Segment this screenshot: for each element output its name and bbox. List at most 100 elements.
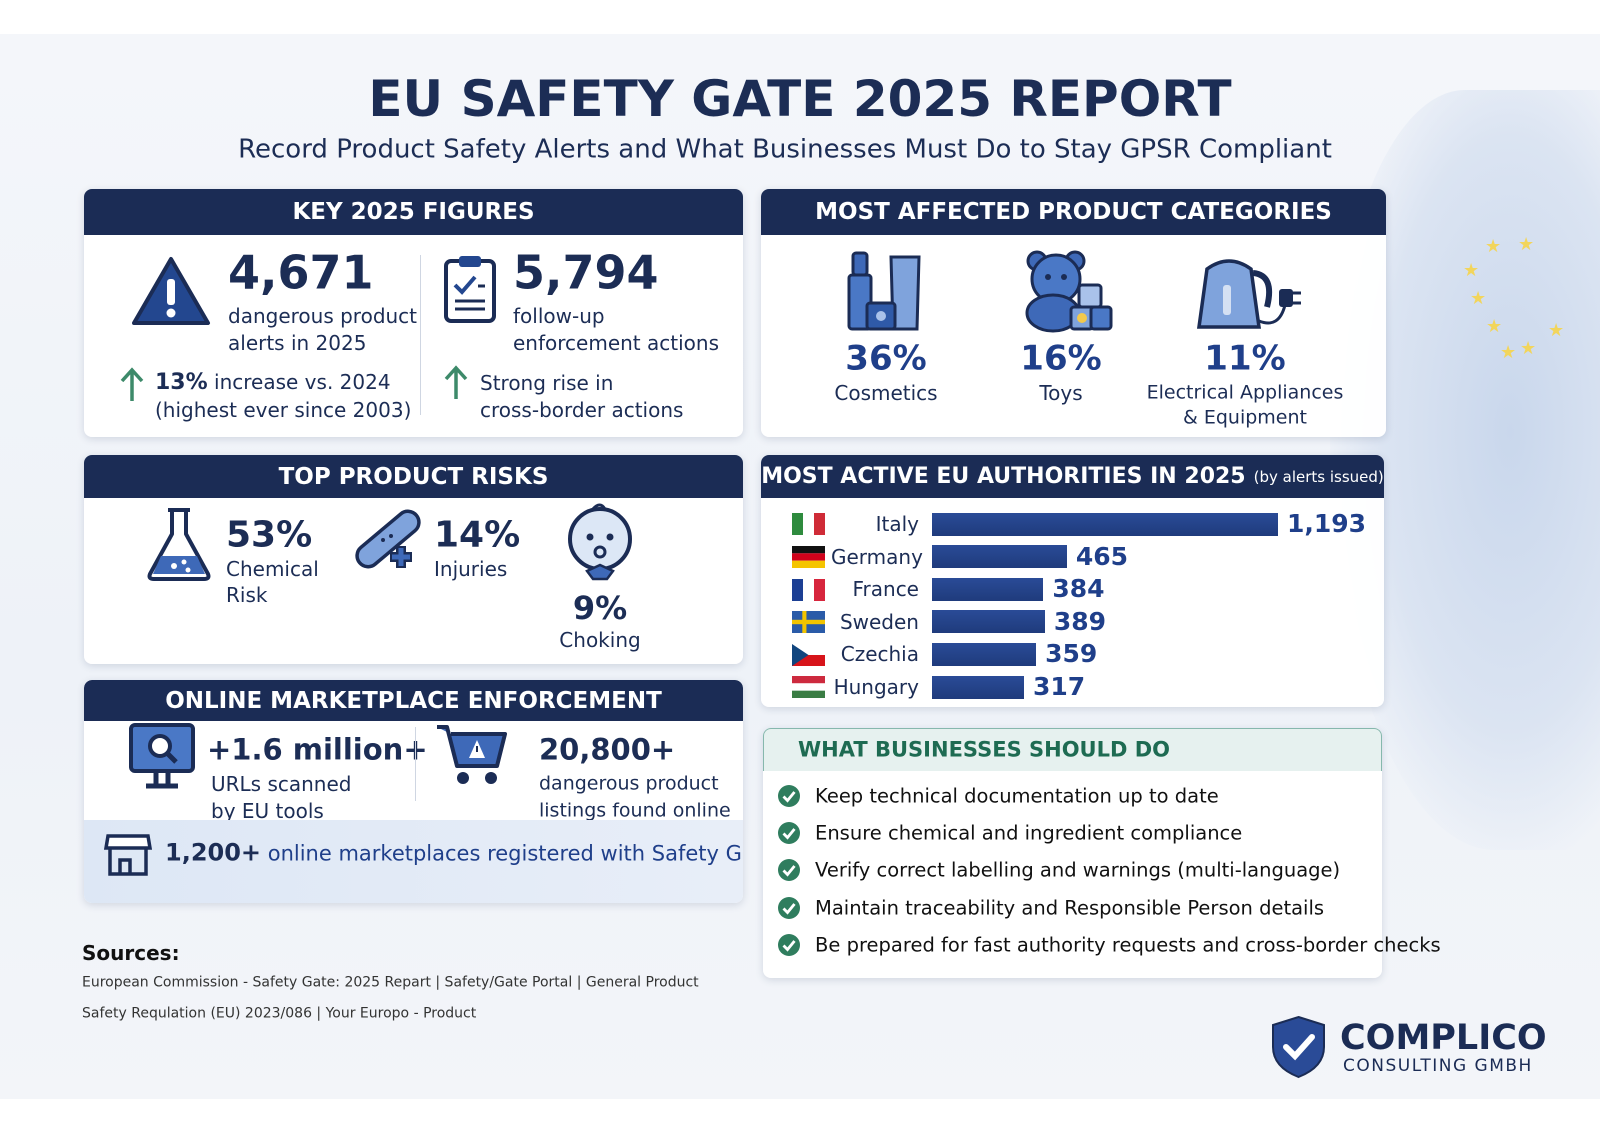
subtitle: Record Product Safety Alerts and What Bu… (238, 134, 1332, 165)
check-icon (778, 933, 800, 956)
flag (792, 546, 825, 568)
trend-text: cross-border actions (480, 398, 684, 422)
action-item: Keep technical documentation up to date (815, 784, 1219, 808)
kettle-icon (1196, 259, 1301, 329)
key-figures-panel: KEY 2025 FIGURES 4,671 dangerous product… (84, 189, 743, 437)
flag (792, 644, 825, 666)
figure-value: 4,671 (228, 245, 374, 300)
online-label: URLs scanned (211, 772, 352, 796)
risk-value: 53% (226, 514, 313, 556)
panel-header: TOP PRODUCT RISKS (84, 455, 743, 498)
bar (932, 512, 1278, 536)
risks-panel: TOP PRODUCT RISKS 53% Chemical Risk 14% … (84, 455, 743, 664)
category-label-text: Czechia (840, 642, 919, 667)
flask-icon (147, 508, 211, 581)
figure-text: follow-up (513, 304, 605, 328)
logo-shield (1272, 1015, 1325, 1079)
online-label: dangerous product (539, 772, 719, 795)
cart-icon (437, 725, 507, 784)
category-label: Germany (831, 544, 923, 569)
category-label: France (831, 577, 919, 601)
footer-text: 1,200+ online marketplaces registered wi… (165, 839, 743, 868)
star: ★ (1500, 342, 1517, 363)
category-label: Cosmetics (834, 381, 938, 405)
online-label: listings found online (539, 799, 731, 822)
category-label: Czechia (831, 642, 919, 666)
value-label: 465 (1075, 541, 1129, 571)
category-label-text: Germany (831, 544, 923, 569)
up-arrow (444, 365, 468, 399)
category-value: 11% (1204, 338, 1286, 379)
figure-text: alerts in 2025 (228, 331, 367, 355)
online-panel: ONLINE MARKETPLACE ENFORCEMENT +1.6 mill… (84, 680, 743, 903)
divider (415, 727, 416, 801)
source-line: Safety Requlation (EU) 2023/086 | Your E… (82, 1005, 477, 1022)
online-value: +1.6 million+ (207, 732, 428, 767)
bar (932, 642, 1037, 666)
star: ★ (1548, 320, 1565, 341)
toys-icon (1025, 250, 1113, 333)
category-label-text: France (852, 577, 919, 602)
value-label: 359 (1045, 639, 1098, 669)
baby-icon (568, 503, 632, 581)
risk-label: Injuries (434, 557, 508, 581)
risk-label: Risk (226, 583, 268, 607)
figure-text: enforcement actions (513, 331, 719, 355)
flag (792, 513, 825, 535)
star: ★ (1486, 316, 1503, 337)
risk-label: Choking (559, 628, 641, 652)
category-label: Italy (831, 512, 919, 536)
bar (932, 545, 1067, 569)
categories-panel: MOST AFFECTED PRODUCT CATEGORIES (761, 189, 1386, 437)
panel-header: WHAT BUSINESSES SHOULD DO (798, 737, 1171, 762)
category-label-text: Italy (875, 512, 919, 536)
logo-subtitle: CONSULTING GMBH (1343, 1055, 1533, 1076)
warning-icon (132, 257, 210, 325)
logo-name: COMPLICO (1340, 1018, 1547, 1058)
check-icon (778, 859, 800, 882)
figure-text: dangerous product (228, 304, 418, 328)
online-label: by EU tools (211, 799, 324, 823)
trend-text: Strong rise in (480, 371, 614, 395)
footer-value: 1,200+ (165, 838, 262, 867)
star: ★ (1518, 234, 1535, 255)
monitor-icon (129, 723, 195, 789)
chart-title: MOST ACTIVE EU AUTHORITIES IN 2025 (761, 464, 1246, 489)
action-item: Be prepared for fast authority requests … (815, 933, 1441, 957)
star: ★ (1463, 260, 1480, 281)
divider (420, 255, 421, 415)
footer-label: online marketplaces registered with Safe… (267, 841, 743, 866)
star: ★ (1485, 236, 1502, 257)
action-item: Ensure chemical and ingredient complianc… (815, 821, 1243, 845)
trend-note: (highest ever since 2003) (155, 398, 412, 422)
bar (932, 577, 1044, 601)
category-label: Toys (1039, 381, 1083, 405)
trend-text: 13% increase vs. 2024 (155, 370, 391, 396)
bar (932, 675, 1024, 699)
footer-band (84, 820, 743, 903)
panel-header: MOST ACTIVE EU AUTHORITIES IN 2025 (by al… (761, 455, 1384, 498)
risk-value: 9% (572, 588, 628, 627)
panel-header-bg (763, 728, 1382, 771)
check-icon (778, 896, 800, 919)
panel-header: MOST AFFECTED PRODUCT CATEGORIES (761, 189, 1386, 235)
category-label: Electrical Appliances (1146, 381, 1344, 404)
category-label: & Equipment (1183, 406, 1307, 429)
check-icon (778, 822, 800, 845)
value-label: 384 (1052, 574, 1105, 604)
value-label: 317 (1032, 672, 1086, 701)
trend-label: increase vs. 2024 (214, 369, 391, 394)
up-arrow (120, 367, 144, 401)
source-line: European Commission - Safety Gate: 2025 … (82, 974, 699, 991)
risk-label: Chemical (226, 557, 319, 581)
store-icon (104, 834, 152, 876)
authorities-panel: MOST ACTIVE EU AUTHORITIES IN 2025 (by al… (761, 455, 1384, 707)
star: ★ (1470, 288, 1487, 309)
star: ★ (1520, 338, 1537, 359)
category-label-text: Sweden (839, 609, 919, 634)
flag (792, 611, 825, 633)
bandage-icon (355, 509, 421, 569)
category-label: Sweden (831, 610, 919, 634)
check-icon (778, 785, 800, 807)
